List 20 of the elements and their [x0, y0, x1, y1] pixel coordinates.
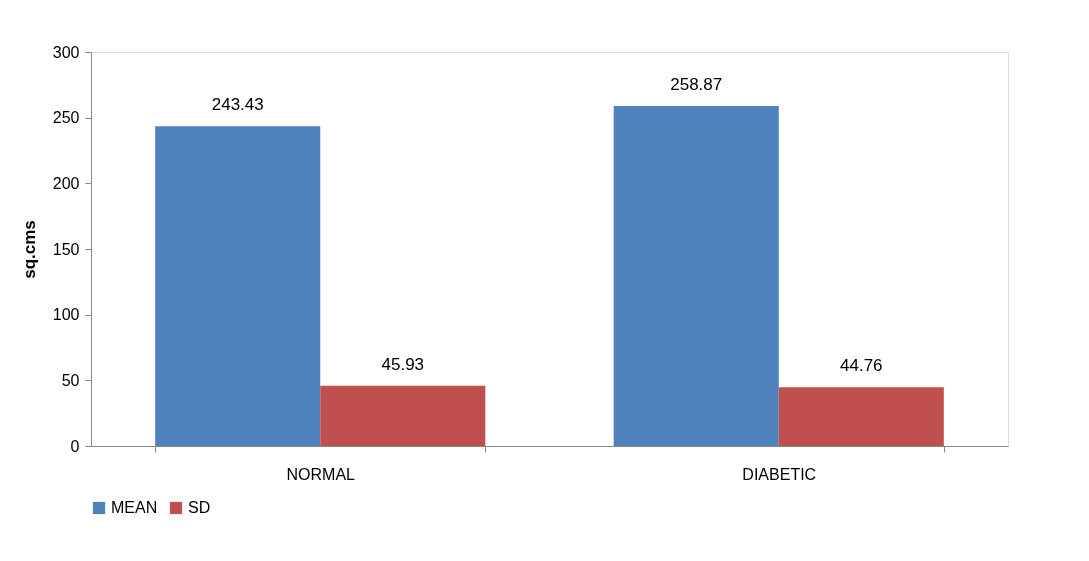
data-label: 44.76: [840, 356, 883, 376]
y-tick-label: 150: [52, 240, 80, 258]
bar: [320, 385, 486, 446]
x-tick-label: NORMAL: [286, 465, 356, 483]
y-tick-label: 300: [52, 43, 80, 61]
x-tick-label: DIABETIC: [742, 465, 817, 483]
bar: [155, 126, 321, 446]
y-tick-label: 100: [52, 306, 80, 324]
y-tick-label: 50: [61, 371, 80, 389]
bar: [778, 387, 944, 446]
y-tick-label: 200: [52, 174, 80, 192]
y-tick-label: 250: [52, 109, 80, 127]
legend-label: MEAN: [111, 499, 158, 516]
data-label: 45.93: [381, 354, 425, 374]
legend-label: SD: [188, 499, 211, 516]
bar: [613, 106, 779, 446]
data-label: 258.87: [670, 75, 723, 95]
y-axis-title: sq.cms: [19, 220, 39, 279]
y-tick-label: 0: [70, 437, 80, 455]
data-label: 243.43: [211, 95, 264, 115]
